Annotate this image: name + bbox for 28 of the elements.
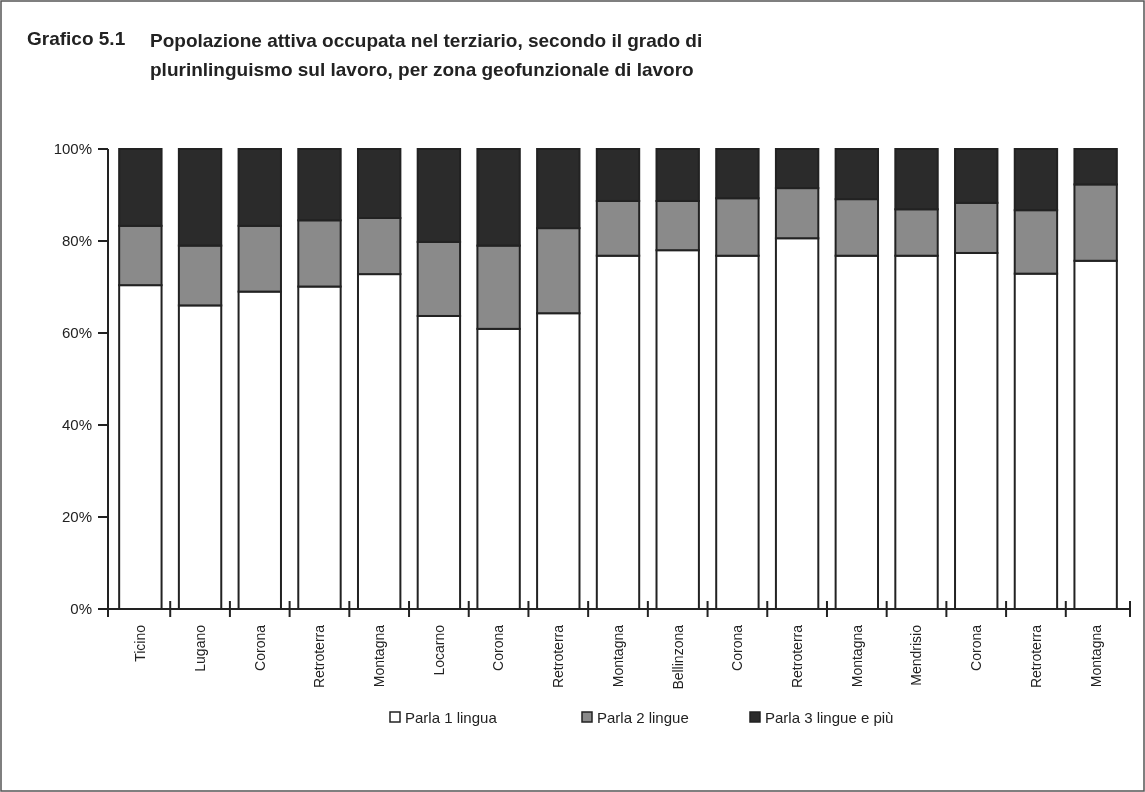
x-tick-label: Mendrisio xyxy=(908,624,925,686)
y-tick-label: 60% xyxy=(61,324,92,342)
x-tick-label: Montagna xyxy=(848,624,865,688)
legend-label: Parla 2 lingue xyxy=(597,709,689,727)
x-tick-label: Retroterra xyxy=(789,624,806,689)
legend-label: Parla 1 lingua xyxy=(405,709,498,727)
x-tick-label: Retroterra xyxy=(550,624,567,689)
x-tick-label: Corona xyxy=(251,624,268,671)
x-tick-label: Montagna xyxy=(1087,624,1104,688)
x-tick-label: Locarno xyxy=(430,624,447,676)
x-tick-label: Montagna xyxy=(371,624,388,688)
x-tick-label: Retroterra xyxy=(311,624,328,689)
y-tick-label: 80% xyxy=(61,232,92,250)
y-tick-label: 0% xyxy=(70,600,92,618)
chart-title: Grafico 5.1 xyxy=(27,28,126,49)
y-tick-label: 100% xyxy=(53,140,92,158)
chart-subtitle: Popolazione attiva occupata nel terziario, secondo il grado di plurinlinguismo sul lavoro, per zona geofunzionale di lavoro xyxy=(150,29,704,82)
y-tick-label: 40% xyxy=(61,416,92,434)
x-tick-label: Corona xyxy=(729,624,746,671)
x-tick-label: Lugano xyxy=(191,624,208,672)
x-tick-label: Montagna xyxy=(609,624,626,688)
x-tick-label: Corona xyxy=(490,624,507,671)
x-tick-label: Bellinzona xyxy=(669,624,686,690)
y-tick-label: 20% xyxy=(61,508,92,526)
x-tick-label: Corona xyxy=(968,624,985,671)
legend-label: Parla 3 lingue e più xyxy=(765,709,894,727)
x-tick-label: Ticino xyxy=(132,624,149,662)
x-tick-label: Retroterra xyxy=(1027,624,1044,689)
